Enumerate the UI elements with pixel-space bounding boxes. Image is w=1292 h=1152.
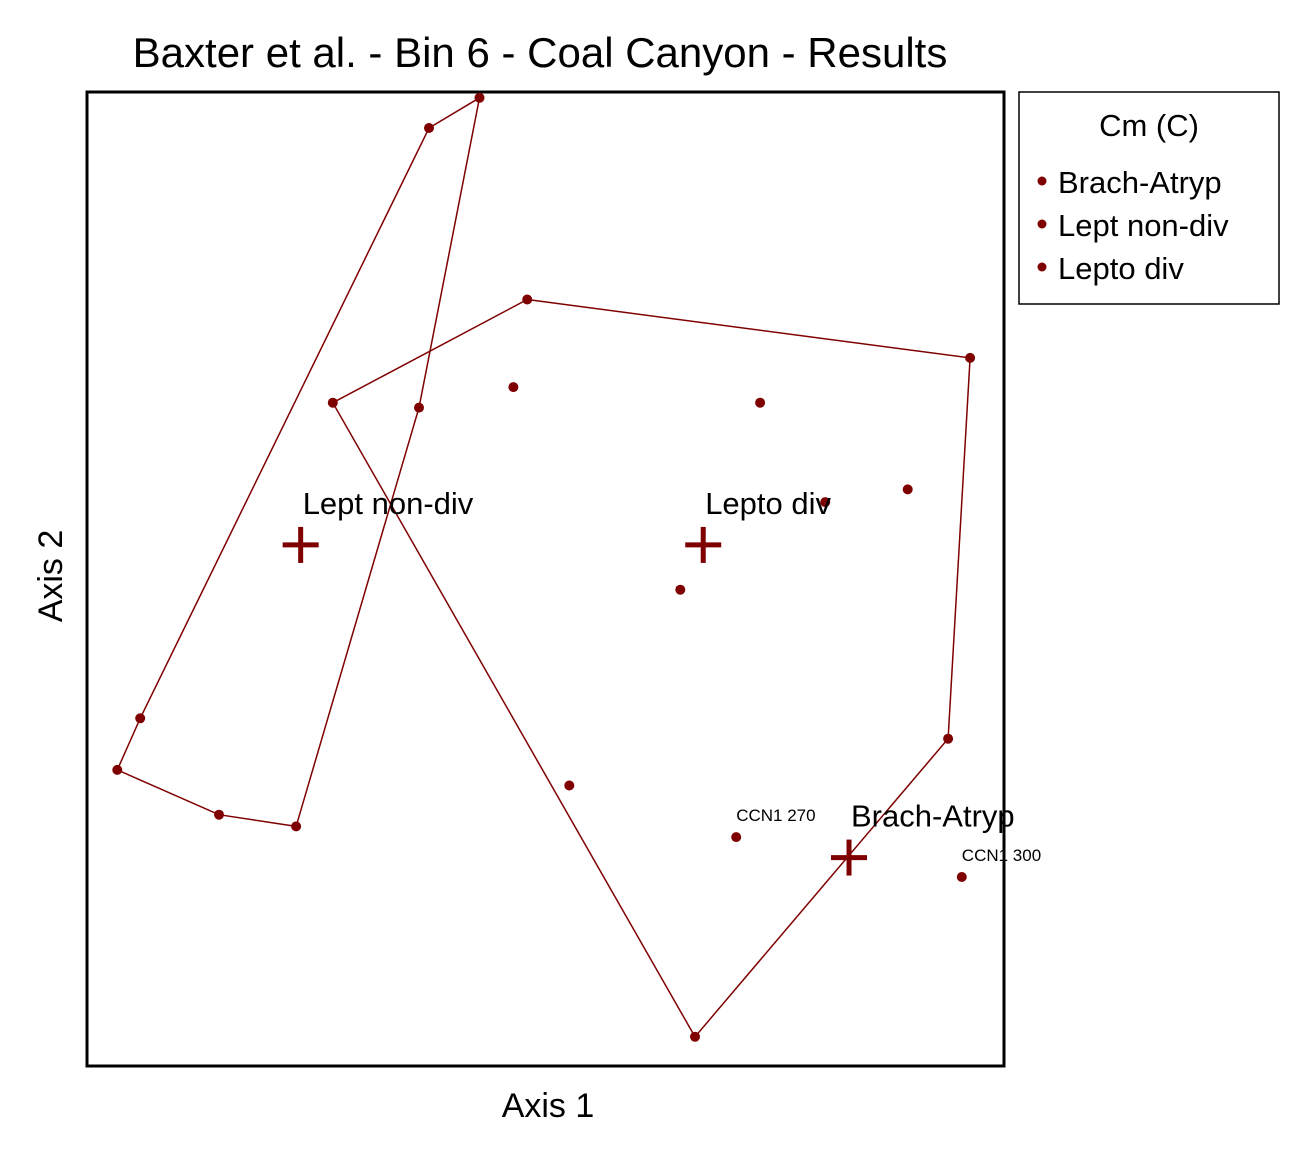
data-point-6 bbox=[291, 821, 302, 832]
centroid-layer: Lept non-div Lepto div Brach-Atryp bbox=[282, 486, 1015, 876]
point-layer: CCN1 270 CCN1 300 bbox=[112, 92, 1041, 1042]
chart-title: Baxter et al. - Bin 6 - Coal Canyon - Re… bbox=[133, 29, 948, 76]
point-label-18: CCN1 270 bbox=[736, 806, 815, 825]
data-point-10 bbox=[690, 1031, 700, 1042]
data-point-14 bbox=[902, 484, 913, 495]
hull-1 bbox=[331, 298, 971, 1039]
data-point-18 bbox=[731, 832, 742, 843]
centroid-label-1: Lepto div bbox=[705, 486, 831, 521]
centroid-label-0: Lept non-div bbox=[303, 486, 474, 521]
legend-entry-2: Lepto div bbox=[1058, 251, 1184, 286]
legend: Cm (C) Brach-Atryp Lept non-div Lepto div bbox=[1018, 91, 1280, 305]
plot-area bbox=[85, 90, 1006, 1068]
centroid-marker-0 bbox=[282, 526, 319, 563]
data-point-11 bbox=[327, 397, 338, 408]
point-label-19: CCN1 300 bbox=[962, 846, 1041, 865]
centroid-marker-1 bbox=[685, 526, 722, 563]
legend-entries: Brach-Atryp Lept non-div Lepto div bbox=[1037, 165, 1229, 286]
hull-0 bbox=[116, 96, 481, 828]
legend-entry-1: Lept non-div bbox=[1058, 208, 1229, 243]
data-point-2 bbox=[414, 402, 424, 413]
data-point-13 bbox=[755, 397, 766, 408]
data-point-17 bbox=[564, 780, 575, 791]
data-point-4 bbox=[112, 764, 123, 775]
legend-marker-2 bbox=[1037, 262, 1047, 272]
data-point-3 bbox=[135, 713, 146, 724]
data-point-16 bbox=[675, 584, 686, 595]
centroid-label-2: Brach-Atryp bbox=[851, 799, 1015, 834]
x-axis-label: Axis 1 bbox=[502, 1087, 595, 1125]
legend-box bbox=[1018, 91, 1280, 305]
data-point-5 bbox=[214, 809, 224, 820]
y-axis-label: Axis 2 bbox=[32, 530, 70, 623]
legend-entry-0: Brach-Atryp bbox=[1058, 165, 1222, 200]
data-point-12 bbox=[508, 382, 519, 393]
data-point-7 bbox=[522, 294, 533, 305]
legend-title: Cm (C) bbox=[1099, 108, 1199, 143]
data-point-0 bbox=[424, 123, 434, 133]
data-point-19 bbox=[956, 872, 967, 882]
data-point-9 bbox=[943, 733, 954, 744]
centroid-marker-2 bbox=[831, 839, 868, 876]
data-point-15 bbox=[820, 497, 831, 508]
legend-marker-0 bbox=[1037, 176, 1047, 186]
data-point-1 bbox=[474, 92, 485, 103]
data-point-8 bbox=[965, 352, 976, 363]
legend-marker-1 bbox=[1037, 219, 1047, 229]
hull-layer bbox=[116, 96, 971, 1039]
